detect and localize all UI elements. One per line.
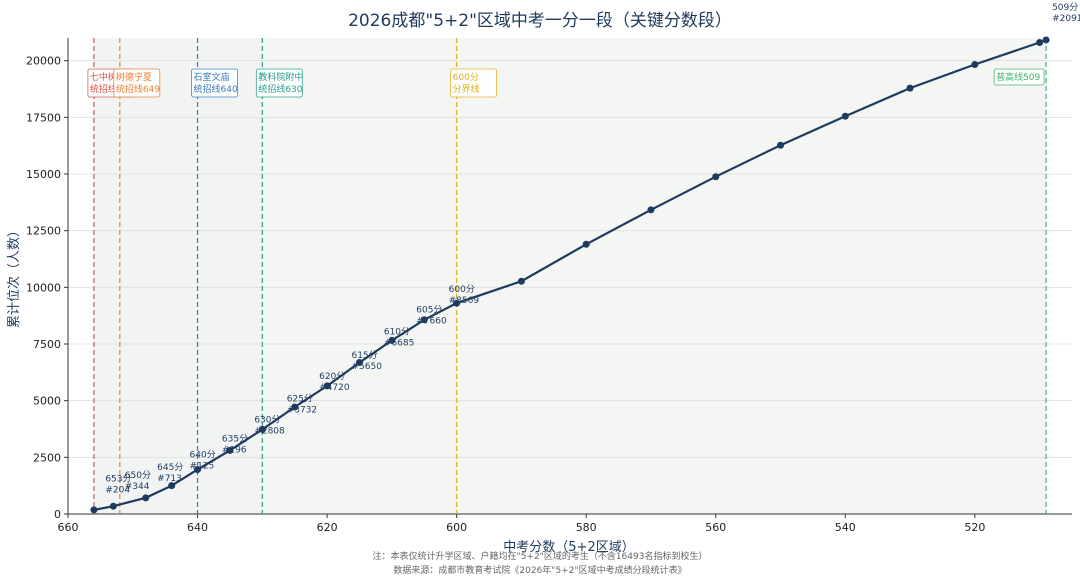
- x-tick-label: 600: [446, 521, 467, 534]
- reference-label-2: 统招线640: [194, 83, 238, 95]
- data-point: [453, 299, 461, 307]
- point-annotation: #5650: [351, 362, 382, 372]
- reference-label-4: 600分: [453, 72, 479, 83]
- point-annotation: 650分: [125, 470, 151, 481]
- point-annotation: #6685: [384, 338, 414, 348]
- data-point: [647, 206, 655, 214]
- point-annotation: 630分: [254, 414, 280, 425]
- reference-label-3: 统招线630: [258, 83, 302, 95]
- data-point: [841, 112, 849, 120]
- data-point: [971, 61, 979, 69]
- data-point: [109, 502, 117, 510]
- x-tick-label: 540: [835, 521, 856, 534]
- point-annotation: #204: [105, 485, 130, 495]
- point-annotation: 620分: [319, 371, 345, 382]
- point-annotation: #713: [157, 474, 182, 484]
- reference-label-box-2: [191, 68, 238, 98]
- data-point: [582, 240, 590, 248]
- y-tick-label: 17500: [26, 111, 61, 124]
- data-point: [168, 482, 176, 490]
- x-axis-label: 中考分数（5+2区域）: [503, 540, 634, 555]
- reference-label-1: 统招线649: [116, 83, 160, 95]
- x-tick-label: 580: [576, 521, 597, 534]
- data-point: [291, 403, 299, 411]
- point-annotation: #196: [222, 446, 247, 456]
- point-annotation: #344: [125, 482, 150, 492]
- point-annotation: 600分: [449, 284, 475, 295]
- reference-label-1: 树德宁夏: [116, 71, 152, 83]
- y-tick-label: 7500: [33, 338, 61, 351]
- reference-label-5: 普高线509: [996, 71, 1040, 83]
- data-point: [1042, 36, 1050, 44]
- footnote-note: 注：本表仅统计升学区域、户籍均在"5+2"区域的考生（不含16493名指标到校生…: [372, 552, 708, 562]
- point-annotation: #125: [190, 462, 215, 472]
- data-point: [323, 382, 331, 390]
- data-point: [90, 506, 98, 514]
- reference-label-box-4: [450, 68, 498, 98]
- data-point: [712, 173, 720, 181]
- x-tick-label: 560: [705, 521, 726, 534]
- reference-label-4: 分界线: [453, 83, 480, 95]
- point-annotation: #4720: [319, 383, 350, 393]
- reference-label-3: 教科院附中: [258, 71, 303, 83]
- chart-title: 2026成都"5+2"区域中考一分一段（关键分数段）: [348, 11, 732, 31]
- point-annotation: #7660: [416, 316, 447, 326]
- data-point: [142, 494, 150, 502]
- y-tick-label: 12500: [26, 225, 61, 238]
- point-annotation: 610分: [384, 326, 410, 337]
- x-tick-label: 660: [58, 521, 79, 534]
- data-point: [906, 84, 914, 92]
- point-annotation: 615分: [351, 350, 377, 361]
- x-tick-label: 640: [187, 521, 208, 534]
- reference-label-box-5: [993, 68, 1045, 86]
- data-point: [1036, 39, 1044, 47]
- data-point: [355, 358, 363, 366]
- point-annotation: 640分: [190, 450, 216, 461]
- y-tick-label: 5000: [33, 395, 61, 408]
- reference-label-0: 统招线: [90, 83, 117, 95]
- point-annotation: 653分: [105, 473, 131, 484]
- point-annotation: #20914: [1052, 14, 1080, 24]
- y-axis-label: 累计位次（人数）: [6, 224, 22, 328]
- reference-label-box-1: [113, 68, 161, 98]
- y-tick-label: 2500: [33, 451, 61, 464]
- y-tick-label: 15000: [26, 168, 61, 181]
- data-point: [777, 141, 785, 149]
- point-annotation: 509分: [1052, 2, 1078, 13]
- data-point: [194, 466, 202, 474]
- point-annotation: 605分: [416, 304, 442, 315]
- reference-label-box-3: [255, 68, 303, 98]
- plot-area: 0 2500 5000 7500 10000 12500 15000 17500 20000 66…: [26, 2, 1080, 534]
- data-point: [388, 336, 396, 344]
- point-annotation: 625分: [287, 393, 313, 404]
- y-tick-label: 20000: [26, 55, 61, 68]
- y-tick-label: 0: [54, 508, 61, 521]
- point-annotation: #2808: [254, 426, 285, 436]
- data-point: [226, 446, 234, 454]
- y-tick-label: 10000: [26, 281, 61, 294]
- reference-label-2: 石室文庙: [194, 71, 230, 83]
- point-annotation: 645分: [157, 462, 183, 473]
- point-annotation: #8569: [449, 296, 480, 306]
- data-point: [420, 316, 428, 324]
- point-annotation: 635分: [222, 434, 248, 445]
- point-annotation: #3732: [287, 405, 317, 415]
- data-point: [517, 277, 525, 285]
- x-tick-label: 520: [964, 521, 985, 534]
- data-point: [258, 425, 266, 433]
- footnote-source: 数据来源：成都市教育考试院《2026年"5+2"区域中考成绩分段统计表》: [393, 566, 687, 576]
- x-tick-label: 620: [317, 521, 338, 534]
